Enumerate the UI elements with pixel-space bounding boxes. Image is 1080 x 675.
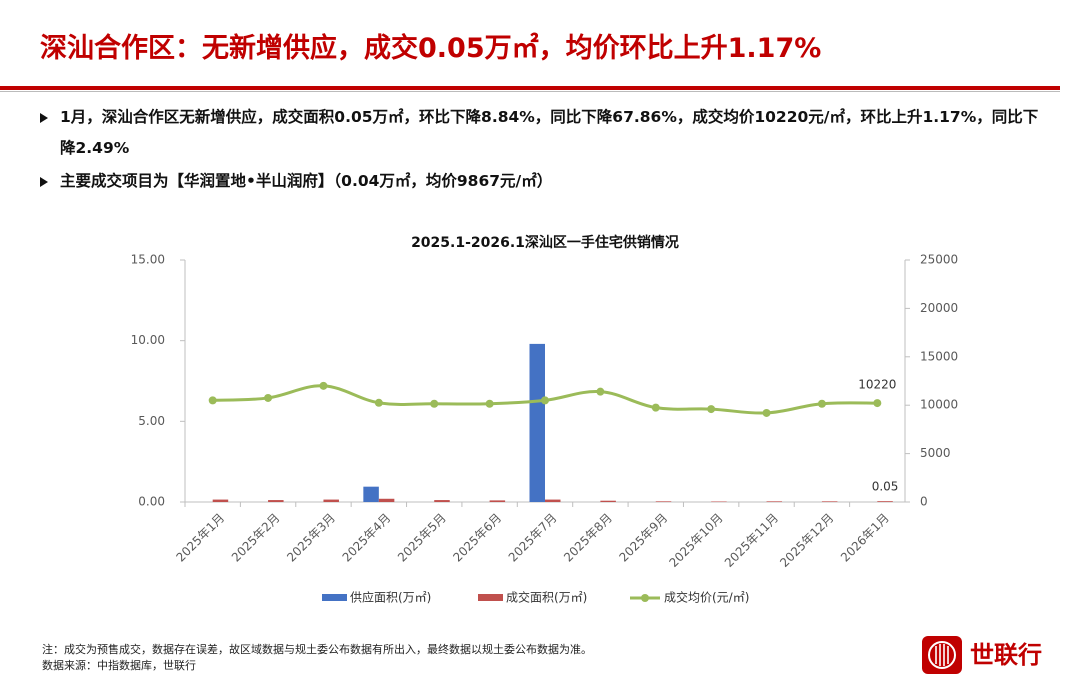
x-tick-label: 2025年1月 bbox=[173, 511, 227, 565]
legend-label: 成交均价(元/㎡) bbox=[664, 590, 749, 605]
footnote: 数据来源：中指数据库，世联行 bbox=[42, 659, 196, 672]
bullet-marker bbox=[40, 177, 48, 187]
bar bbox=[268, 500, 284, 502]
x-tick-label: 2025年7月 bbox=[506, 511, 560, 565]
legend-swatch bbox=[322, 594, 347, 601]
bullet-text: 1月，深汕合作区无新增供应，成交面积0.05万㎡，环比下降8.84%，同比下降6… bbox=[60, 108, 1039, 157]
bar bbox=[877, 501, 893, 502]
legend-swatch bbox=[641, 594, 649, 602]
bar bbox=[434, 500, 450, 502]
x-tick-label: 2025年4月 bbox=[340, 511, 394, 565]
logo-lines bbox=[935, 644, 949, 666]
y2-tick-label: 15000 bbox=[920, 349, 958, 363]
x-tick-label: 2025年11月 bbox=[722, 511, 781, 570]
line-point bbox=[596, 387, 605, 396]
logo-ring bbox=[928, 641, 956, 669]
title-rule-shadow bbox=[0, 91, 1060, 92]
y2-tick-label: 25000 bbox=[920, 253, 958, 267]
bar bbox=[378, 498, 395, 502]
line-point bbox=[541, 396, 549, 405]
footnote: 注：成交为预售成交，数据存在误差，故区域数据与规土委公布数据有所出入，最终数据以… bbox=[42, 643, 592, 656]
logo-icon bbox=[922, 636, 962, 674]
title-rule bbox=[0, 86, 1060, 90]
data-label: 10220 bbox=[858, 378, 896, 392]
legend-label: 供应面积(万㎡) bbox=[350, 590, 431, 605]
y2-tick-label: 10000 bbox=[920, 398, 958, 412]
x-tick-label: 2025年6月 bbox=[450, 511, 504, 565]
line-point bbox=[374, 398, 383, 407]
y2-tick-label: 0 bbox=[920, 495, 928, 509]
bar bbox=[489, 500, 506, 502]
line-point bbox=[264, 393, 273, 402]
line-point bbox=[485, 399, 494, 408]
bar bbox=[821, 501, 838, 502]
bullet: 1月，深汕合作区无新增供应，成交面积0.05万㎡，环比下降8.84%，同比下降6… bbox=[40, 102, 1045, 164]
logo-text: 世联行 bbox=[970, 641, 1042, 669]
line-point bbox=[319, 381, 328, 390]
line-point bbox=[873, 399, 882, 408]
bar bbox=[655, 501, 672, 502]
x-tick-label: 2025年5月 bbox=[395, 511, 449, 565]
legend-swatch bbox=[478, 594, 503, 601]
x-tick-label: 2026年1月 bbox=[838, 511, 892, 565]
y-tick-label: 15.00 bbox=[131, 253, 165, 267]
slide-title: 深汕合作区：无新增供应，成交0.05万㎡，均价环比上升1.17% bbox=[40, 33, 822, 64]
legend-label: 成交面积(万㎡) bbox=[506, 590, 587, 605]
y2-tick-label: 20000 bbox=[920, 301, 958, 315]
line-point bbox=[208, 396, 217, 405]
x-tick-label: 2025年8月 bbox=[561, 511, 615, 565]
line-point bbox=[817, 399, 826, 408]
line-point bbox=[762, 408, 771, 417]
y-tick-label: 5.00 bbox=[138, 414, 165, 428]
x-tick-label: 2025年12月 bbox=[777, 511, 836, 570]
bar bbox=[766, 501, 783, 502]
x-tick-label: 2025年9月 bbox=[616, 511, 670, 565]
chart-title: 2025.1-2026.1深汕区一手住宅供销情况 bbox=[411, 234, 679, 251]
data-label: 0.05 bbox=[872, 480, 899, 494]
bar bbox=[600, 500, 616, 502]
line-point bbox=[707, 405, 716, 414]
line-point bbox=[651, 403, 660, 412]
bullet-marker bbox=[40, 113, 48, 123]
bar bbox=[363, 486, 379, 502]
x-tick-label: 2025年2月 bbox=[229, 511, 283, 565]
bar bbox=[529, 343, 545, 502]
bar bbox=[545, 499, 561, 502]
bullet: 主要成交项目为【华润置地•半山润府】（0.04万㎡，均价9867元/㎡） bbox=[40, 166, 1045, 197]
y-tick-label: 0.00 bbox=[138, 495, 165, 509]
line-point bbox=[430, 399, 439, 408]
bullet-text: 主要成交项目为【华润置地•半山润府】（0.04万㎡，均价9867元/㎡） bbox=[60, 172, 553, 190]
y-tick-label: 10.00 bbox=[131, 333, 165, 347]
bar bbox=[212, 499, 229, 502]
bar bbox=[323, 499, 339, 502]
y2-tick-label: 5000 bbox=[920, 446, 951, 460]
x-tick-label: 2025年10月 bbox=[666, 511, 725, 570]
x-tick-label: 2025年3月 bbox=[284, 511, 338, 565]
